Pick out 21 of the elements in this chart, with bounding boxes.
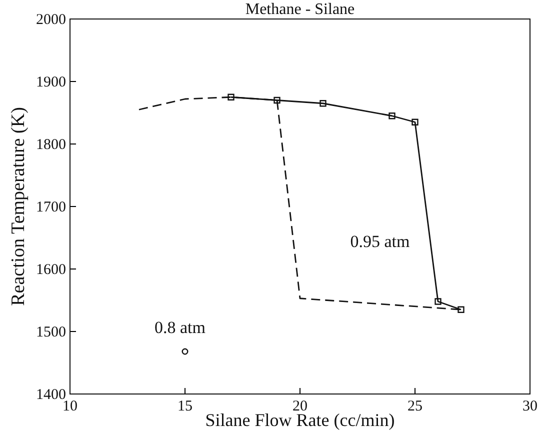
chart-title: Methane - Silane bbox=[245, 1, 355, 18]
y-tick-label: 1800 bbox=[36, 136, 66, 153]
y-axis-title: Reaction Temperature (K) bbox=[8, 107, 29, 306]
x-tick-label: 25 bbox=[408, 398, 422, 415]
y-tick-label: 1900 bbox=[36, 74, 66, 90]
y-tick-label: 1500 bbox=[36, 324, 66, 340]
point bbox=[434, 298, 442, 305]
point bbox=[182, 348, 188, 355]
y-tick-label: 2000 bbox=[36, 12, 66, 28]
x-tick-label: 15 bbox=[178, 398, 192, 415]
point bbox=[388, 112, 396, 120]
point bbox=[458, 306, 464, 313]
y-tick-label: 1700 bbox=[36, 199, 66, 216]
point bbox=[320, 100, 326, 107]
point bbox=[412, 118, 418, 126]
point bbox=[228, 94, 234, 100]
x-tick-label: 30 bbox=[522, 398, 538, 415]
point bbox=[274, 96, 280, 104]
annotation: 0.95 atm bbox=[350, 232, 410, 251]
y-tick-label: 1600 bbox=[36, 262, 66, 278]
annotation: 0.8 atm bbox=[154, 318, 206, 337]
